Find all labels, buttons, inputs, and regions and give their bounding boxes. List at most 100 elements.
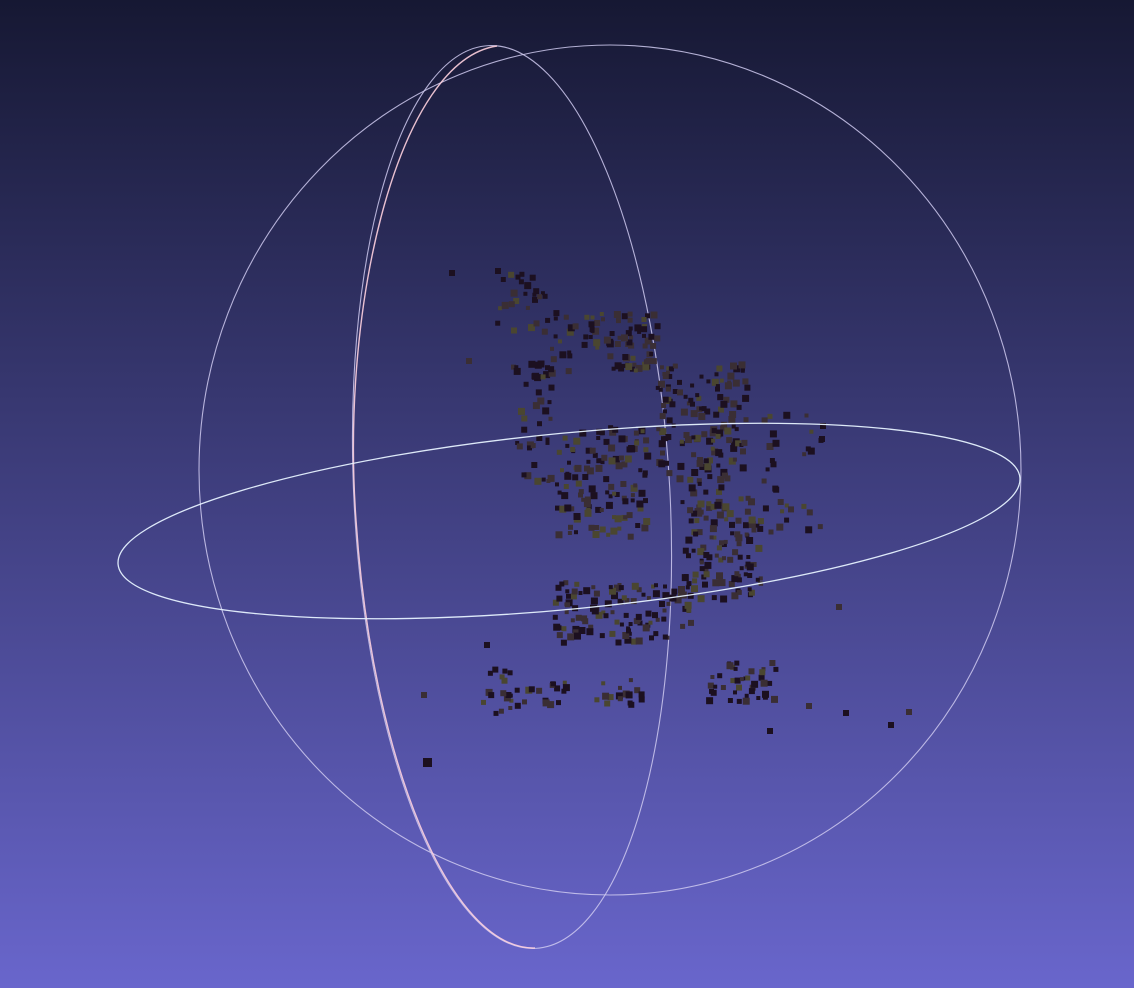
- point-splat: [723, 539, 728, 544]
- point-splat: [759, 669, 766, 676]
- trackball-equator-ring[interactable]: [110, 390, 1029, 652]
- point-splat: [722, 472, 728, 479]
- point-splat: [699, 374, 704, 379]
- point-splat: [537, 397, 545, 405]
- point-splat: [610, 610, 615, 615]
- point-splat: [777, 499, 784, 505]
- point-splat: [663, 409, 667, 414]
- point-splat: [805, 526, 813, 534]
- point-splat: [602, 692, 610, 700]
- point-splat: [732, 549, 739, 556]
- point-splat: [584, 496, 591, 503]
- point-splat: [699, 406, 704, 411]
- point-splat: [687, 592, 694, 599]
- point-splat: [540, 374, 546, 380]
- point-splat: [693, 531, 699, 537]
- point-splat: [641, 317, 647, 322]
- point-splat: [588, 335, 593, 339]
- point-splat: [643, 518, 651, 525]
- point-splat: [614, 362, 622, 370]
- point-splat: [592, 327, 600, 335]
- point-splat: [591, 585, 596, 590]
- point-splat: [633, 618, 640, 625]
- point-splat: [691, 469, 699, 476]
- point-splat: [575, 480, 582, 487]
- point-splat: [664, 460, 669, 466]
- point-splat-outlier: [843, 710, 849, 716]
- point-splat: [744, 532, 749, 537]
- trackball-meridian-ring[interactable]: [331, 37, 694, 956]
- point-splat: [620, 481, 627, 487]
- point-splat: [691, 585, 698, 593]
- point-splat: [709, 525, 717, 533]
- point-splat: [584, 509, 592, 517]
- point-splat: [634, 440, 640, 446]
- point-splat: [727, 698, 733, 703]
- point-splat: [573, 437, 581, 445]
- point-splat: [699, 464, 706, 470]
- point-splat: [770, 461, 777, 468]
- point-splat: [528, 360, 536, 368]
- point-splat: [625, 330, 632, 337]
- point-splat: [621, 313, 628, 320]
- point-splat: [677, 389, 683, 396]
- point-splat: [669, 594, 677, 602]
- point-splat: [626, 512, 633, 519]
- point-splat: [487, 670, 493, 676]
- point-splat: [715, 386, 720, 392]
- point-splat: [596, 428, 603, 435]
- point-splat: [545, 365, 550, 371]
- point-splat: [772, 439, 780, 447]
- point-splat: [677, 462, 685, 470]
- point-splat: [563, 580, 569, 586]
- point-splat: [546, 479, 551, 483]
- point-splat: [672, 389, 678, 394]
- point-splat: [608, 425, 614, 431]
- point-splat: [574, 530, 578, 535]
- point-splat: [743, 417, 749, 423]
- point-splat: [720, 400, 728, 408]
- point-splat: [638, 468, 643, 473]
- point-splat: [726, 510, 734, 518]
- point-splat: [641, 326, 648, 333]
- point-splat: [585, 447, 592, 454]
- point-splat: [762, 694, 768, 700]
- point-splat: [734, 660, 740, 666]
- point-splat: [563, 484, 569, 489]
- point-splat: [686, 581, 692, 587]
- point-splat: [609, 630, 616, 637]
- point-splat: [713, 684, 718, 689]
- point-splat: [715, 384, 720, 389]
- point-splat: [714, 501, 722, 509]
- point-splat: [619, 622, 624, 627]
- point-splat: [599, 431, 604, 436]
- point-splat: [740, 448, 746, 455]
- point-splat: [581, 497, 586, 502]
- point-splat: [761, 667, 766, 672]
- point-splat: [644, 337, 652, 345]
- point-splat: [599, 526, 606, 533]
- point-splat: [665, 386, 671, 392]
- point-splat: [716, 572, 723, 580]
- point-splat: [719, 540, 724, 546]
- point-splat: [591, 607, 599, 615]
- point-splat: [804, 413, 809, 418]
- point-splat: [584, 314, 590, 320]
- trackball-outline-ring[interactable]: [198, 44, 1022, 896]
- point-splat: [757, 518, 764, 525]
- point-splat: [737, 554, 743, 560]
- point-splat: [744, 384, 751, 391]
- point-splat: [673, 363, 678, 368]
- point-splat: [667, 374, 673, 379]
- point-splat: [650, 342, 657, 349]
- point-splat: [729, 411, 737, 418]
- point-splat: [609, 587, 616, 595]
- point-splat: [624, 598, 630, 604]
- point-splat: [682, 605, 689, 612]
- point-splat: [648, 620, 653, 625]
- point-splat: [678, 592, 684, 598]
- point-splat: [691, 435, 696, 440]
- point-splat: [515, 274, 521, 280]
